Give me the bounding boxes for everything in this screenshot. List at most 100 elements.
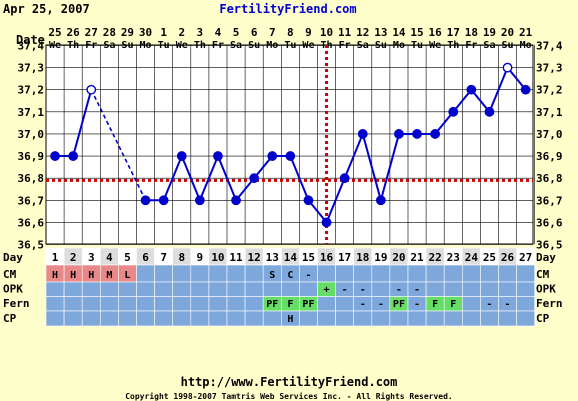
- date-label: 6: [251, 26, 258, 39]
- cm-cell-value: H: [52, 270, 58, 281]
- cp-cell: [45, 310, 65, 327]
- weekday-label: Su: [121, 40, 133, 51]
- fern-cell: [118, 296, 137, 312]
- weekday-label: Fr: [339, 40, 351, 51]
- weekday-label: Tu: [411, 40, 423, 51]
- date-label: 20: [501, 26, 514, 39]
- temperature-line-segment: [289, 155, 310, 201]
- temperature-point: [231, 195, 241, 206]
- day-cell-value: 26: [501, 251, 515, 264]
- opk-cell: [154, 281, 174, 297]
- fern-cell-value: -: [378, 299, 384, 310]
- fern-cell: [335, 296, 355, 312]
- cp-cell: [81, 310, 101, 327]
- opk-cell: [299, 281, 318, 297]
- date-label: 5: [233, 26, 240, 39]
- opk-cell: [425, 281, 445, 297]
- date-label: 17: [447, 26, 460, 39]
- cm-row-label: CM: [3, 268, 17, 281]
- opk-cell: [443, 281, 463, 297]
- weekday-label: Mo: [520, 40, 532, 51]
- day-cell-value: 17: [338, 251, 351, 264]
- fern-cell: [226, 296, 246, 312]
- temperature-point: [448, 106, 459, 117]
- temperature-line-segment: [488, 67, 509, 113]
- cp-cell: [63, 310, 83, 327]
- cm-cell-value: L: [124, 270, 130, 281]
- opk-cell: [190, 281, 210, 297]
- fern-cell: [461, 296, 481, 312]
- y-tick-label-right: 37,1: [536, 106, 563, 119]
- cm-cell-value: C: [287, 270, 293, 281]
- y-tick-label-right: 36,7: [536, 194, 563, 207]
- temperature-point: [339, 173, 350, 184]
- date-label: 28: [103, 26, 116, 39]
- opk-cell: [480, 281, 499, 297]
- fern-cell: [154, 296, 174, 312]
- y-tick-label-right: 37,0: [536, 128, 563, 141]
- opk-cell: [226, 281, 246, 297]
- y-tick-label-left: 37,4: [18, 40, 45, 53]
- cp-cell: [262, 310, 282, 327]
- weekday-label: Sa: [230, 40, 242, 51]
- fern-cell-value: -: [414, 299, 420, 310]
- cm-cell: [353, 264, 373, 283]
- temperature-point: [158, 195, 169, 206]
- cp-cell: [118, 310, 137, 327]
- day-cell-value: 9: [197, 251, 204, 264]
- cm-cell-value: S: [269, 270, 275, 281]
- opk-cell: [63, 281, 83, 297]
- day-cell-value: 1: [52, 251, 59, 264]
- date-row: Date25We26Th27Fr28Sa29Su30Mo1Tu2We3Th4Fr…: [16, 26, 533, 51]
- opk-cell-value: -: [396, 285, 402, 296]
- date-label: 19: [483, 26, 496, 39]
- opk-cell-value: -: [342, 285, 348, 296]
- opk-cell: [81, 281, 101, 297]
- fern-cell: [100, 296, 119, 312]
- date-label: 4: [215, 26, 222, 39]
- day-cell-value: 10: [211, 251, 224, 264]
- day-cell-value: 14: [284, 251, 298, 264]
- weekday-label: Sa: [357, 40, 369, 51]
- day-cell-value: 13: [266, 251, 279, 264]
- date-label: 8: [287, 26, 294, 39]
- fern-row-label: Fern: [3, 297, 30, 310]
- cp-cell: [226, 310, 246, 327]
- cp-cell: [136, 310, 155, 327]
- day-cell-value: 7: [160, 251, 167, 264]
- opk-cell: [371, 281, 391, 297]
- cp-cell: [154, 310, 174, 327]
- temperature-point: [412, 129, 422, 139]
- date-label: 26: [67, 26, 81, 39]
- day-cell-value: 18: [356, 251, 369, 264]
- fern-cell: [63, 296, 83, 312]
- temperature-line-segment: [198, 155, 219, 201]
- temperature-point: [484, 106, 495, 117]
- y-tick-label-right: 36,8: [536, 172, 563, 185]
- date-label: 27: [85, 26, 98, 39]
- y-axis-right: 36,5 36,6 36,7 36,8 36,9 37,0 37,1 37,2 37,3 37,4: [536, 40, 563, 252]
- temperature-line-segment: [361, 133, 382, 201]
- day-cell-value: 2: [70, 251, 77, 264]
- weekday-label: Sa: [483, 40, 495, 51]
- fern-cell: [136, 296, 155, 312]
- cm-cell: [516, 264, 535, 283]
- opk-cell: [262, 281, 282, 297]
- opk-cell: [45, 281, 65, 297]
- y-tick-label-left: 37,3: [18, 62, 45, 75]
- day-cell-value: 5: [124, 251, 131, 264]
- day-cell-value: 24: [465, 251, 479, 264]
- cp-cell: [480, 310, 499, 327]
- cp-cell: [461, 310, 481, 327]
- cm-cell: [244, 264, 264, 283]
- weekday-label: Th: [194, 40, 206, 51]
- temperature-point: [375, 195, 386, 206]
- cp-cell: [299, 310, 318, 327]
- opk-cell: [208, 281, 228, 297]
- cp-cell: [244, 310, 264, 327]
- cp-cell: [172, 310, 192, 327]
- cp-cell: [317, 310, 336, 327]
- temperature-point: [267, 151, 278, 161]
